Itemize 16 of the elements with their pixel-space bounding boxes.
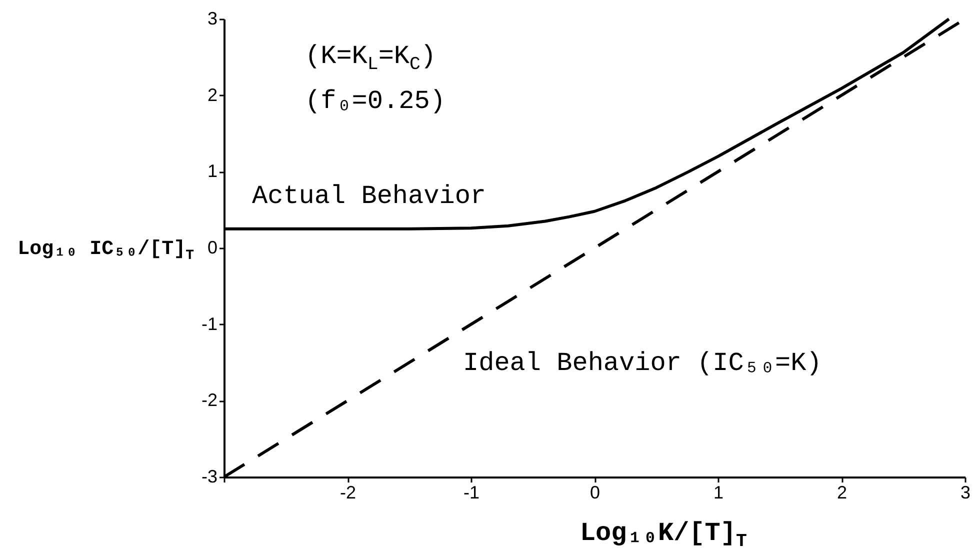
series-label: Actual Behavior [252, 180, 486, 211]
y-tick-label: -3 [201, 466, 218, 486]
x-tick-label: -2 [340, 482, 356, 502]
y-tick-label: 2 [207, 84, 218, 105]
x-tick-label: 0 [590, 482, 600, 502]
annotation: (f₀=0.25) [305, 86, 446, 116]
x-tick-label: -1 [463, 482, 480, 502]
y-tick-label: 3 [207, 8, 218, 28]
y-tick-label: 1 [207, 161, 218, 182]
x-tick-label: 3 [960, 482, 971, 502]
y-tick-label: 0 [207, 238, 218, 258]
x-tick-label: 1 [713, 482, 724, 502]
y-tick-label: -1 [201, 314, 218, 334]
series-label: Ideal Behavior (IC₅₀=K) [463, 348, 822, 378]
x-tick-label: 2 [836, 482, 848, 502]
y-tick-label: -2 [201, 390, 218, 410]
